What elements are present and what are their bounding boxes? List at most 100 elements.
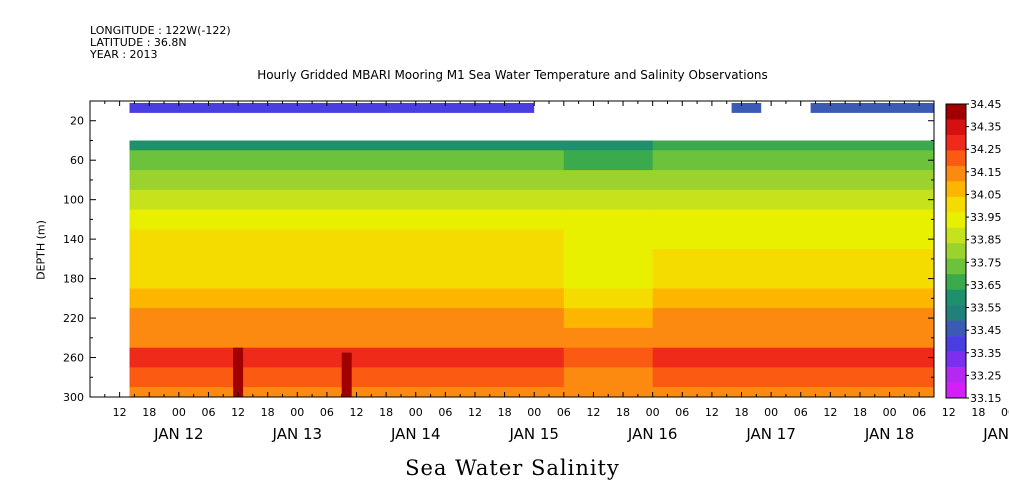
- colorbar-label: 33.25: [970, 369, 1002, 382]
- salinity-cell: [652, 209, 934, 230]
- salinity-cell: [652, 288, 934, 309]
- salinity-cell: [652, 367, 934, 388]
- x-hour-label: 00: [1001, 406, 1009, 419]
- colorbar-swatch: [946, 274, 966, 290]
- salinity-cell: [129, 209, 565, 230]
- x-hour-label: 18: [261, 406, 275, 419]
- x-hour-label: 18: [735, 406, 749, 419]
- salinity-cell: [652, 140, 934, 151]
- salinity-cell: [129, 249, 565, 270]
- x-hour-label: 12: [350, 406, 364, 419]
- x-day-label: JAN 18: [864, 425, 915, 443]
- y-tick-label: 260: [63, 352, 84, 365]
- x-day-label: JAN 15: [508, 425, 559, 443]
- colorbar-swatch: [946, 165, 966, 182]
- salinity-cell: [652, 150, 934, 171]
- x-hour-label: 12: [586, 406, 600, 419]
- surface-salinity-band: [731, 103, 762, 113]
- y-tick-label: 60: [70, 154, 84, 167]
- x-hour-label: 06: [201, 406, 215, 419]
- salinity-cell: [563, 308, 654, 329]
- x-hour-label: 00: [409, 406, 423, 419]
- colorbar-swatch: [946, 134, 966, 151]
- plot-frame: [89, 100, 935, 398]
- colorbar-label: 33.55: [970, 302, 1002, 315]
- x-hour-label: 12: [942, 406, 956, 419]
- colorbar-swatch: [946, 243, 966, 260]
- salinity-cell: [652, 229, 934, 250]
- colorbar-label: 34.15: [970, 166, 1002, 179]
- salinity-cell: [129, 189, 565, 210]
- x-hour-label: 12: [231, 406, 245, 419]
- colorbar-swatch: [946, 104, 966, 120]
- colorbar-swatch: [946, 181, 966, 198]
- high-salinity-plume: [233, 347, 244, 397]
- x-hour-label: 12: [823, 406, 837, 419]
- salinity-cell: [563, 229, 654, 250]
- chart-title: Hourly Gridded MBARI Mooring M1 Sea Wate…: [257, 68, 768, 82]
- x-hour-label: 00: [883, 406, 897, 419]
- salinity-cell: [563, 170, 654, 191]
- x-hour-label: 06: [912, 406, 926, 419]
- surface-salinity-band: [810, 103, 934, 113]
- x-hour-label: 12: [705, 406, 719, 419]
- colorbar-swatch: [946, 336, 966, 352]
- salinity-cell: [652, 308, 934, 329]
- salinity-cell: [563, 249, 654, 270]
- x-hour-label: 00: [290, 406, 304, 419]
- x-day-label: JAN 19: [982, 425, 1009, 443]
- x-day-label: JAN 12: [153, 425, 204, 443]
- salinity-cell: [129, 170, 565, 191]
- salinity-cell: [129, 268, 565, 289]
- x-day-label: JAN 13: [272, 425, 323, 443]
- salinity-cell: [652, 327, 934, 349]
- x-hour-label: 18: [853, 406, 867, 419]
- colorbar-swatch: [946, 289, 966, 306]
- x-day-label: JAN 16: [627, 425, 678, 443]
- salinity-cell: [129, 308, 565, 329]
- colorbar-swatch: [946, 119, 966, 136]
- salinity-cell: [652, 268, 934, 289]
- longitude-label: LONGITUDE : 122W(-122): [90, 24, 231, 37]
- colorbar-swatch: [946, 150, 966, 167]
- salinity-cell: [563, 347, 654, 368]
- colorbar-swatch: [946, 367, 966, 383]
- x-hour-label: 00: [527, 406, 541, 419]
- x-hour-label: 00: [646, 406, 660, 419]
- x-hour-label: 06: [675, 406, 689, 419]
- y-tick-label: 20: [70, 115, 84, 128]
- colorbar-label: 34.25: [970, 143, 1002, 156]
- colorbar-swatch: [946, 258, 966, 275]
- salinity-cell: [652, 347, 934, 368]
- colorbar-frame: [945, 103, 967, 399]
- x-hour-label: 00: [764, 406, 778, 419]
- colorbar-swatch: [946, 196, 966, 213]
- salinity-cell: [652, 387, 934, 397]
- colorbar-swatch: [946, 305, 966, 321]
- salinity-cell: [563, 268, 654, 289]
- salinity-cell: [563, 327, 654, 349]
- year-label: YEAR : 2013: [90, 48, 158, 61]
- x-hour-label: 06: [320, 406, 334, 419]
- colorbar-label: 33.45: [970, 324, 1002, 337]
- y-tick-label: 180: [63, 273, 84, 286]
- x-hour-label: 18: [971, 406, 985, 419]
- salinity-cell: [563, 140, 654, 151]
- x-hour-label: 12: [113, 406, 127, 419]
- colorbar-label: 33.35: [970, 347, 1002, 360]
- x-hour-label: 18: [379, 406, 393, 419]
- colorbar-label: 33.85: [970, 234, 1002, 247]
- salinity-cell: [563, 288, 654, 309]
- colorbar-label: 34.35: [970, 121, 1002, 134]
- colorbar-swatch: [946, 227, 966, 244]
- salinity-cell: [129, 140, 565, 151]
- x-day-label: JAN 17: [745, 425, 796, 443]
- y-tick-label: 140: [63, 233, 84, 246]
- x-hour-label: 18: [498, 406, 512, 419]
- x-hour-label: 06: [794, 406, 808, 419]
- salinity-cell: [563, 150, 654, 171]
- colorbar-label: 33.15: [970, 392, 1002, 405]
- salinity-cell: [129, 150, 565, 171]
- y-tick-label: 100: [63, 194, 84, 207]
